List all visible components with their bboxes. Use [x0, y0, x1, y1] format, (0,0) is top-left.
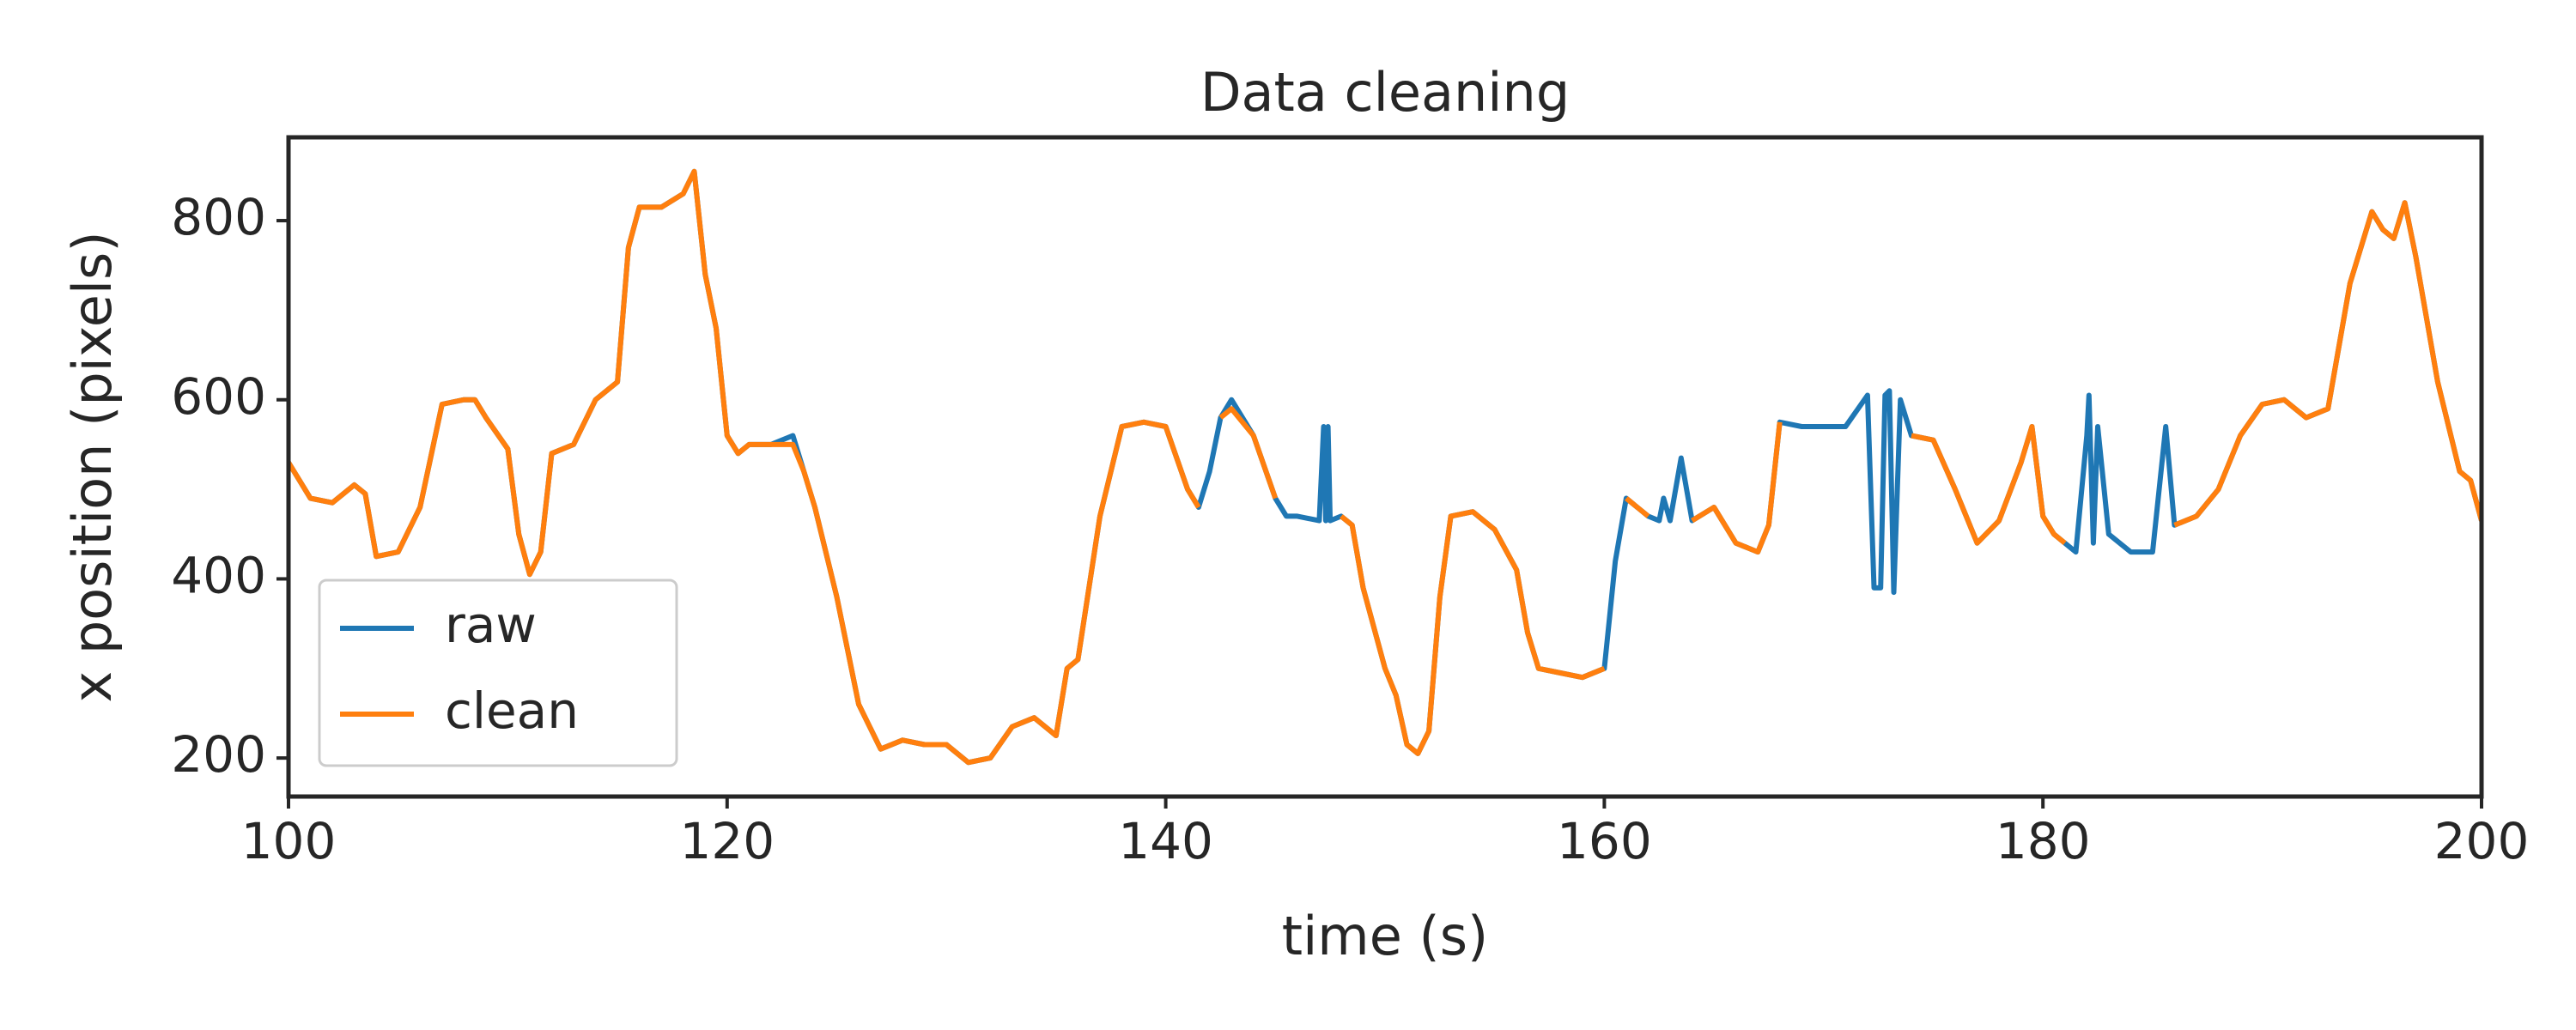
line-series	[289, 168, 2482, 766]
y-tick-label: 200	[171, 725, 266, 784]
y-tick-label: 400	[171, 547, 266, 605]
legend-label: raw	[445, 596, 537, 654]
x-tick-label: 200	[2434, 812, 2530, 870]
y-tick-label: 800	[171, 188, 266, 246]
x-tick-label: 140	[1118, 812, 1213, 870]
y-axis-label: x position (pixels)	[61, 231, 124, 702]
x-tick-label: 180	[1996, 812, 2091, 870]
y-tick-label: 600	[171, 367, 266, 426]
x-tick-label: 100	[241, 812, 337, 870]
chart-title: Data cleaning	[1200, 61, 1570, 124]
x-tick-label: 120	[679, 812, 775, 870]
plot-frame	[286, 135, 2484, 799]
x-tick-label: 160	[1557, 812, 1652, 870]
x-axis-label: time (s)	[1282, 905, 1488, 967]
legend-label: clean	[445, 682, 579, 740]
